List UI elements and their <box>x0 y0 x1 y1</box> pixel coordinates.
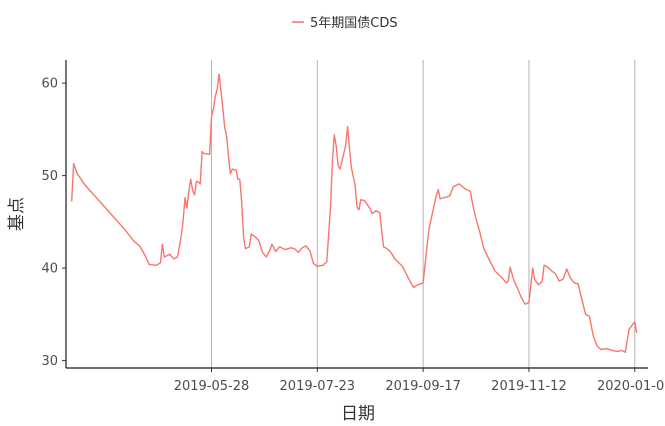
x-axis-ticks: 2019-05-28 2019-07-23 2019-09-17 2019-11-12… <box>174 368 665 394</box>
series-line <box>71 73 638 353</box>
legend-label: 5年期国债CDS <box>310 16 398 31</box>
x-tick-label: 2019-07-23 <box>280 379 356 394</box>
axes <box>65 60 648 369</box>
y-axis-title: 基点 <box>7 197 27 231</box>
x-tick-label: 2019-09-17 <box>385 379 461 394</box>
y-tick-label: 60 <box>41 77 58 92</box>
legend: 5年期国债CDS <box>292 16 398 31</box>
series-layer <box>71 73 638 353</box>
y-tick-label: 30 <box>41 354 58 369</box>
x-tick-label: 2020-01-07 <box>597 379 665 394</box>
x-axis-title: 日期 <box>341 404 375 424</box>
y-tick-label: 50 <box>41 169 58 184</box>
gridlines <box>211 60 636 368</box>
y-axis-ticks: 30 40 50 60 <box>41 77 66 369</box>
y-tick-label: 40 <box>41 262 58 277</box>
x-tick-label: 2019-11-12 <box>491 379 567 394</box>
x-tick-label: 2019-05-28 <box>174 379 250 394</box>
